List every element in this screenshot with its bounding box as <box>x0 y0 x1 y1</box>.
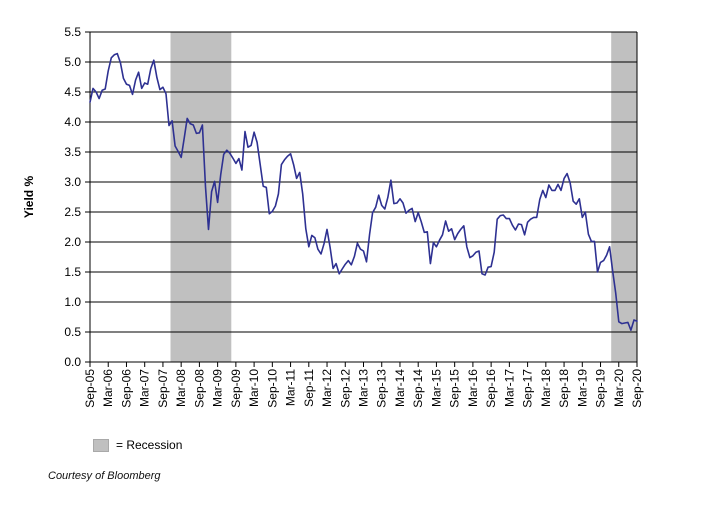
y-tick-label: 2.5 <box>64 205 81 219</box>
x-tick-label: Mar-20 <box>612 369 626 407</box>
courtesy-note: Courtesy of Bloomberg <box>48 470 161 482</box>
x-tick-label: Mar-15 <box>429 369 443 407</box>
y-tick-label: 4.0 <box>64 115 81 129</box>
x-tick-label: Sep-14 <box>411 369 425 408</box>
y-tick-label: 1.0 <box>64 295 81 309</box>
y-tick-label: 4.5 <box>64 85 81 99</box>
x-tick-label: Sep-16 <box>484 369 498 408</box>
y-axis-title-container: Yield % <box>20 32 38 362</box>
x-tick-label: Mar-17 <box>502 369 516 407</box>
y-tick-label: 0.0 <box>64 355 81 369</box>
x-tick-label: Sep-20 <box>630 369 644 408</box>
x-tick-label: Sep-08 <box>192 369 206 408</box>
y-tick-label: 3.0 <box>64 175 81 189</box>
x-tick-label: Sep-06 <box>119 369 133 408</box>
recession-band <box>611 32 637 362</box>
recession-swatch-icon <box>93 438 109 452</box>
x-tick-label: Sep-09 <box>229 369 243 408</box>
x-tick-label: Mar-11 <box>284 369 298 406</box>
x-tick-label: Mar-08 <box>174 369 188 407</box>
y-tick-label: 5.0 <box>64 55 81 69</box>
x-tick-label: Sep-12 <box>338 369 352 408</box>
x-tick-label: Sep-18 <box>557 369 571 408</box>
x-tick-label: Mar-09 <box>211 369 225 407</box>
recession-legend: = Recession <box>93 438 182 452</box>
x-tick-label: Mar-16 <box>466 369 480 407</box>
x-tick-label: Sep-05 <box>83 369 97 408</box>
y-tick-label: 2.0 <box>64 235 81 249</box>
x-tick-label: Mar-07 <box>138 369 152 407</box>
x-tick-label: Sep-10 <box>265 369 279 408</box>
x-tick-label: Sep-11 <box>302 369 316 407</box>
x-tick-label: Sep-07 <box>156 369 170 408</box>
y-tick-label: 3.5 <box>64 145 81 159</box>
y-tick-label: 1.5 <box>64 265 81 279</box>
x-tick-label: Sep-17 <box>521 369 535 408</box>
y-tick-label: 0.5 <box>64 325 81 339</box>
recession-band <box>170 32 232 362</box>
x-tick-label: Mar-12 <box>320 369 334 407</box>
x-tick-label: Mar-18 <box>539 369 553 407</box>
x-tick-label: Sep-19 <box>594 369 608 408</box>
x-tick-label: Mar-06 <box>101 369 115 407</box>
yield-series-line <box>89 52 638 332</box>
x-tick-label: Mar-14 <box>393 369 407 407</box>
x-tick-label: Sep-15 <box>448 369 462 408</box>
y-axis-title: Yield % <box>22 175 37 219</box>
y-tick-label: 5.5 <box>64 25 81 39</box>
x-tick-label: Mar-19 <box>575 369 589 407</box>
x-tick-label: Mar-10 <box>247 369 261 407</box>
x-tick-label: Sep-13 <box>375 369 389 408</box>
recession-legend-label: = Recession <box>116 438 183 452</box>
x-tick-label: Mar-13 <box>357 369 371 407</box>
